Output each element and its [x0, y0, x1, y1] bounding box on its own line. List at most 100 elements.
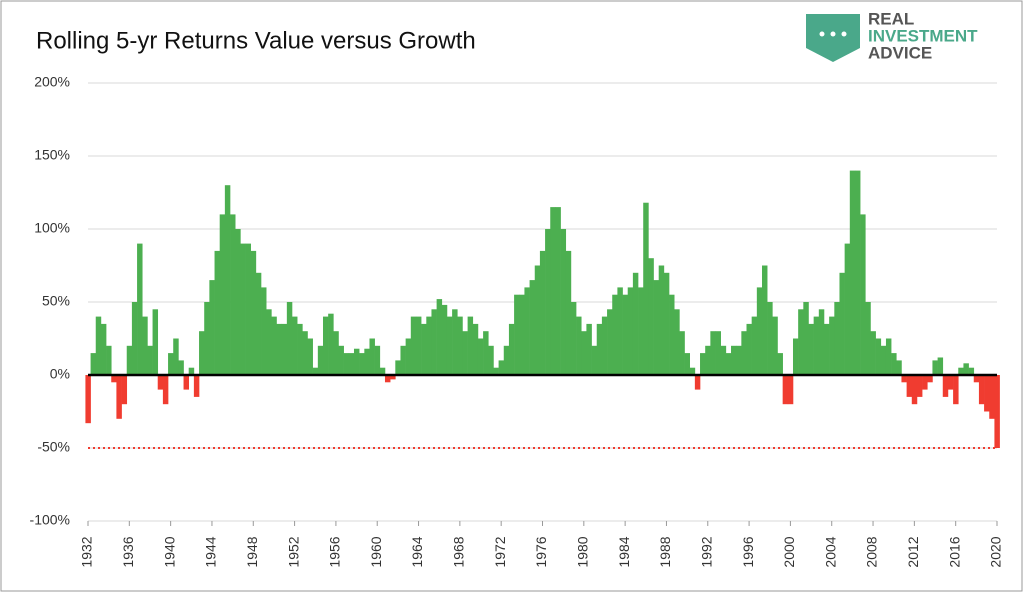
bar	[684, 353, 690, 375]
x-tick-label: 2020	[988, 536, 1004, 567]
bar	[906, 375, 913, 397]
logo: REAL INVESTMENT ADVICE	[806, 9, 978, 62]
bar	[984, 375, 990, 412]
x-tick-label: 2008	[864, 536, 880, 567]
bar	[245, 243, 251, 375]
bar	[767, 302, 773, 375]
bar	[565, 250, 572, 375]
x-tick-label: 2004	[822, 536, 838, 567]
bar	[854, 170, 861, 375]
bar	[911, 375, 918, 405]
bar	[514, 294, 520, 375]
logo-shield	[806, 14, 860, 62]
bar	[297, 323, 303, 375]
bar	[663, 272, 670, 375]
logo-dot	[841, 31, 847, 37]
bar	[710, 331, 716, 375]
bar	[364, 348, 370, 375]
bar	[632, 272, 639, 375]
bar	[880, 345, 887, 375]
bar	[100, 323, 107, 375]
bar	[653, 280, 660, 375]
bar	[849, 170, 856, 375]
y-tick-label: 100%	[34, 220, 70, 236]
bar	[772, 316, 778, 375]
logo-text: ADVICE	[868, 43, 932, 62]
bar	[472, 323, 479, 375]
bar	[607, 309, 613, 375]
bar	[374, 345, 381, 375]
x-tick-label: 1932	[79, 536, 95, 567]
bar	[162, 375, 169, 405]
bar	[901, 375, 907, 383]
bar	[235, 229, 241, 375]
bar	[343, 353, 350, 375]
bar	[405, 338, 412, 375]
x-tick-label: 2000	[781, 536, 797, 567]
bar	[973, 375, 980, 383]
bar	[353, 348, 360, 375]
bar	[493, 367, 499, 375]
bar	[333, 331, 339, 375]
bar	[152, 309, 159, 375]
x-tick-label: 1956	[327, 536, 343, 567]
bar	[782, 375, 789, 405]
bar	[916, 375, 923, 397]
bar	[193, 375, 200, 397]
x-tick-label: 1996	[740, 536, 756, 567]
bar	[958, 367, 964, 375]
logo-text: REAL	[868, 9, 914, 28]
bar	[875, 338, 882, 375]
x-tick-label: 1984	[616, 536, 632, 567]
x-tick-label: 1936	[120, 536, 136, 567]
bar	[746, 323, 752, 375]
bar	[560, 229, 567, 375]
bar	[622, 294, 629, 375]
bar	[307, 338, 313, 375]
bar	[410, 316, 417, 375]
bar	[168, 353, 174, 375]
x-tick-label: 1976	[533, 536, 549, 567]
bar	[431, 309, 437, 375]
bar	[395, 360, 401, 375]
bar	[90, 353, 97, 375]
bar	[586, 323, 592, 375]
x-tick-label: 1980	[575, 536, 591, 567]
bar	[131, 302, 138, 375]
bar	[612, 294, 618, 375]
bar	[844, 243, 851, 375]
bar	[777, 353, 783, 375]
bar	[968, 367, 975, 375]
bar	[937, 357, 944, 375]
bar	[214, 250, 221, 375]
bar	[839, 272, 845, 375]
bar	[286, 302, 293, 375]
bar	[643, 202, 649, 375]
bar	[328, 313, 334, 375]
y-tick-label: 150%	[34, 147, 70, 163]
bar	[95, 316, 102, 375]
logo-dot	[819, 31, 825, 37]
bar	[885, 338, 892, 375]
bar	[317, 345, 324, 375]
bar	[787, 375, 794, 405]
bar	[173, 338, 179, 375]
bar	[524, 287, 530, 375]
bar	[674, 309, 680, 375]
x-tick-label: 2012	[905, 536, 921, 567]
bar	[808, 323, 814, 375]
bar	[266, 309, 272, 375]
bar	[860, 214, 866, 375]
bar	[947, 375, 954, 390]
bar	[483, 331, 489, 375]
bar	[369, 338, 375, 375]
bar	[617, 287, 623, 375]
bar	[741, 331, 747, 375]
bar	[694, 375, 701, 390]
bar	[322, 316, 329, 375]
bar	[390, 375, 396, 380]
logo-dot	[830, 31, 836, 37]
bar	[529, 280, 536, 375]
